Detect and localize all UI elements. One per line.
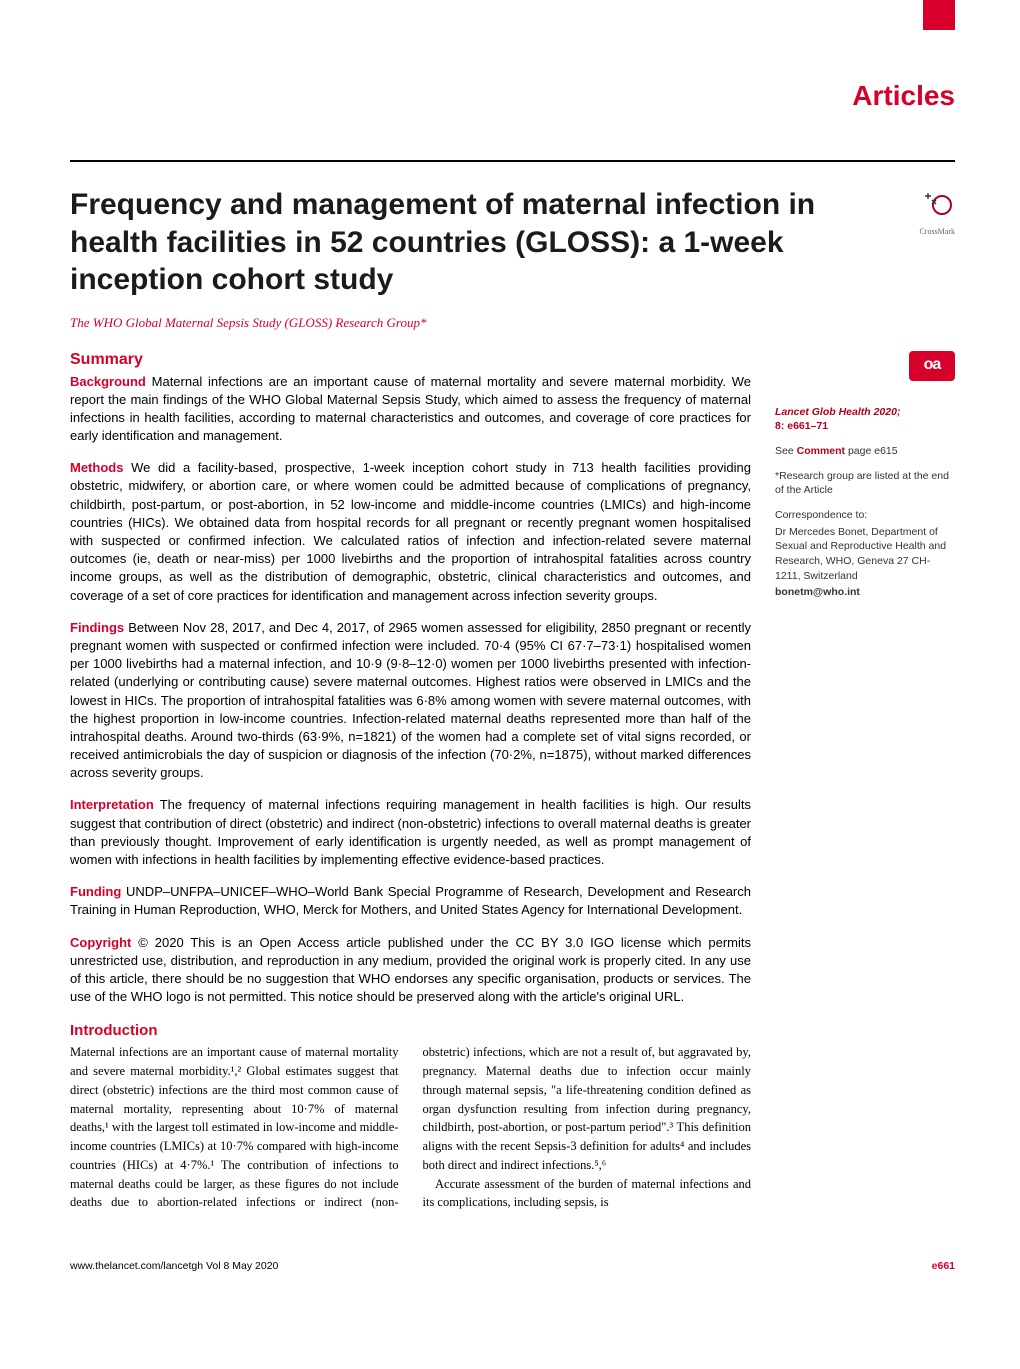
abstract-interpretation: Interpretation The frequency of maternal… — [70, 796, 751, 869]
comment-suffix: page e615 — [845, 445, 898, 457]
brand-red-tab — [923, 0, 955, 30]
correspondence-body: Dr Mercedes Bonet, Department of Sexual … — [775, 525, 955, 584]
introduction-heading: Introduction — [70, 1022, 751, 1039]
article-title: Frequency and management of maternal inf… — [70, 186, 901, 299]
footer-page-number: e661 — [932, 1260, 955, 1272]
abstract-funding: Funding UNDP–UNFPA–UNICEF–WHO–World Bank… — [70, 883, 751, 919]
comment-bold: Comment — [797, 445, 845, 457]
abs-label-findings: Findings — [70, 620, 124, 635]
sidebar-column: oa Lancet Glob Health 2020; 8: e661–71 S… — [775, 351, 955, 601]
correspondence-email[interactable]: bonetm@who.int — [775, 585, 955, 600]
crossmark-icon — [922, 190, 952, 225]
abs-label-interpretation: Interpretation — [70, 797, 154, 812]
abs-text-methods: We did a facility-based, prospective, 1-… — [70, 460, 751, 602]
abs-label-background: Background — [70, 374, 146, 389]
intro-paragraph: Accurate assessment of the burden of mat… — [423, 1175, 752, 1213]
abs-text-interpretation: The frequency of maternal infections req… — [70, 797, 751, 867]
abstract-findings: Findings Between Nov 28, 2017, and Dec 4… — [70, 619, 751, 783]
abstract-background: Background Maternal infections are an im… — [70, 373, 751, 446]
open-access-badge: oa — [909, 351, 955, 381]
summary-heading: Summary — [70, 351, 751, 369]
crossmark-badge[interactable]: CrossMark — [919, 186, 955, 236]
author-line: The WHO Global Maternal Sepsis Study (GL… — [70, 315, 955, 331]
abstract-copyright: Copyright © 2020 This is an Open Access … — [70, 934, 751, 1007]
introduction-body: Maternal infections are an important cau… — [70, 1043, 751, 1212]
journal-name: Lancet Glob Health 2020; — [775, 405, 955, 420]
abs-text-background: Maternal infections are an important cau… — [70, 374, 751, 444]
section-label: Articles — [70, 80, 955, 112]
journal-reference: 8: e661–71 — [775, 419, 955, 434]
comment-prefix: See — [775, 445, 797, 457]
rule-top — [70, 160, 955, 162]
abs-label-methods: Methods — [70, 460, 123, 475]
abs-label-copyright: Copyright — [70, 935, 131, 950]
abs-text-copyright: © 2020 This is an Open Access article pu… — [70, 935, 751, 1005]
comment-link[interactable]: See Comment page e615 — [775, 444, 955, 459]
abs-label-funding: Funding — [70, 884, 121, 899]
correspondence-heading: Correspondence to: — [775, 508, 955, 523]
abs-text-findings: Between Nov 28, 2017, and Dec 4, 2017, o… — [70, 620, 751, 781]
abstract-methods: Methods We did a facility-based, prospec… — [70, 459, 751, 605]
crossmark-label: CrossMark — [919, 227, 955, 236]
research-group-note: *Research group are listed at the end of… — [775, 469, 955, 498]
page-footer: www.thelancet.com/lancetgh Vol 8 May 202… — [70, 1260, 955, 1272]
abs-text-funding: UNDP–UNFPA–UNICEF–WHO–World Bank Special… — [70, 884, 751, 917]
footer-left: www.thelancet.com/lancetgh Vol 8 May 202… — [70, 1260, 278, 1272]
open-access-label: oa — [924, 354, 941, 376]
main-column: Summary Background Maternal infections a… — [70, 351, 751, 1213]
